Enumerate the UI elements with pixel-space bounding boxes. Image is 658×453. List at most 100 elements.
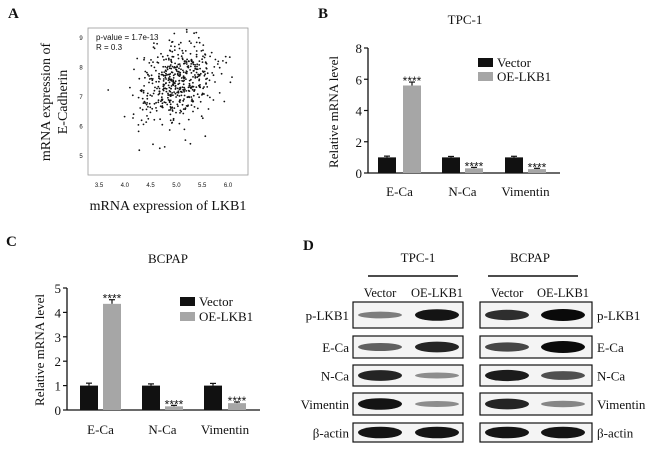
- data-point: [142, 89, 145, 92]
- data-point: [186, 96, 189, 99]
- data-point: [165, 72, 167, 75]
- data-point: [213, 66, 216, 68]
- data-point: [183, 79, 186, 82]
- data-point: [176, 72, 179, 75]
- y-axis-label: Relative mRNA level: [326, 56, 341, 168]
- data-point: [180, 90, 183, 93]
- data-point: [201, 92, 204, 95]
- data-point: [153, 89, 156, 92]
- data-point: [183, 90, 186, 93]
- significance-label: ****: [103, 292, 122, 306]
- data-point: [146, 71, 148, 74]
- data-point: [192, 94, 195, 97]
- data-point: [218, 66, 221, 69]
- y-tick-label: 3: [55, 330, 62, 345]
- data-point: [175, 96, 178, 98]
- bar-oe-lkb1-n-ca: [165, 406, 183, 410]
- data-point: [169, 103, 172, 106]
- y-tick-label: 5: [79, 154, 83, 160]
- data-point: [202, 55, 204, 58]
- blot-band: [541, 426, 585, 439]
- data-point: [178, 75, 181, 77]
- data-point: [205, 83, 207, 85]
- y-axis-label-line2: E-Cadherin: [56, 70, 71, 135]
- data-point: [178, 99, 181, 102]
- data-point: [198, 41, 201, 44]
- bar-oe-lkb1-e-ca: [103, 303, 121, 410]
- protein-label-right: Vimentin: [597, 397, 646, 412]
- panel-label-c: C: [6, 234, 17, 250]
- data-point: [156, 56, 159, 59]
- data-point: [181, 49, 184, 52]
- data-point: [209, 55, 212, 58]
- data-point: [129, 86, 131, 89]
- scatter-plot-lkb1-ecadherin: 3.5 4.0 4.5 5.0 5.5 6.0 5 6 7 8 9 p-value = 1.7e-1…: [39, 27, 249, 214]
- data-point: [182, 71, 185, 74]
- data-point: [164, 101, 167, 104]
- data-point: [162, 80, 165, 82]
- data-point: [145, 121, 148, 123]
- bar-vector-vimentin: [204, 385, 222, 410]
- y-tick-label: 0: [55, 403, 62, 418]
- data-point: [149, 106, 152, 109]
- data-point: [147, 105, 149, 108]
- data-point: [147, 73, 149, 76]
- data-point: [168, 67, 171, 70]
- data-point: [200, 50, 203, 52]
- data-point: [184, 139, 187, 142]
- data-point: [156, 87, 158, 90]
- data-point: [171, 92, 174, 94]
- data-point: [180, 110, 183, 113]
- data-point: [182, 52, 184, 54]
- data-point: [192, 81, 194, 84]
- significance-label: ****: [165, 397, 184, 411]
- chart-title: BCPAP: [148, 251, 188, 266]
- data-point: [195, 41, 198, 44]
- data-point: [188, 90, 191, 92]
- data-point: [171, 110, 174, 112]
- bar-oe-lkb1-n-ca: [465, 168, 483, 173]
- data-point: [157, 99, 160, 102]
- data-point: [189, 65, 192, 68]
- y-tick-label: 9: [79, 36, 83, 42]
- data-point: [195, 55, 198, 58]
- protein-label-left: N-Ca: [321, 369, 349, 384]
- data-point: [153, 66, 156, 69]
- data-point: [165, 58, 168, 61]
- data-point: [142, 123, 145, 126]
- blot-band: [358, 426, 402, 439]
- blot-strip-Vimentin: [479, 392, 593, 416]
- bar-vector-e-ca: [80, 385, 98, 410]
- data-point: [139, 89, 142, 92]
- p-value-annotation: p-value = 1.7e-13: [96, 33, 159, 42]
- blot-band: [541, 341, 585, 353]
- data-point: [164, 65, 167, 68]
- data-point: [184, 108, 187, 111]
- data-point: [141, 97, 144, 100]
- data-point: [179, 65, 182, 67]
- bar-oe-lkb1-vimentin: [528, 169, 546, 173]
- data-point: [187, 66, 190, 69]
- data-point: [170, 93, 172, 96]
- data-point: [132, 113, 135, 116]
- data-point: [165, 82, 168, 84]
- data-point: [155, 101, 158, 104]
- data-point: [164, 74, 167, 77]
- data-point: [143, 57, 146, 59]
- data-point: [137, 130, 140, 133]
- data-point: [145, 103, 148, 106]
- data-point: [151, 107, 154, 110]
- data-point: [143, 58, 145, 61]
- data-point: [173, 91, 176, 93]
- data-point: [169, 64, 172, 66]
- category-label: Vimentin: [501, 184, 550, 199]
- data-point: [176, 103, 179, 106]
- data-point: [189, 142, 192, 145]
- category-label: N-Ca: [148, 422, 176, 437]
- data-point: [185, 63, 188, 65]
- data-point: [137, 96, 140, 99]
- data-point: [165, 87, 168, 90]
- data-point: [158, 75, 160, 78]
- data-point: [146, 102, 149, 104]
- data-point: [222, 60, 224, 62]
